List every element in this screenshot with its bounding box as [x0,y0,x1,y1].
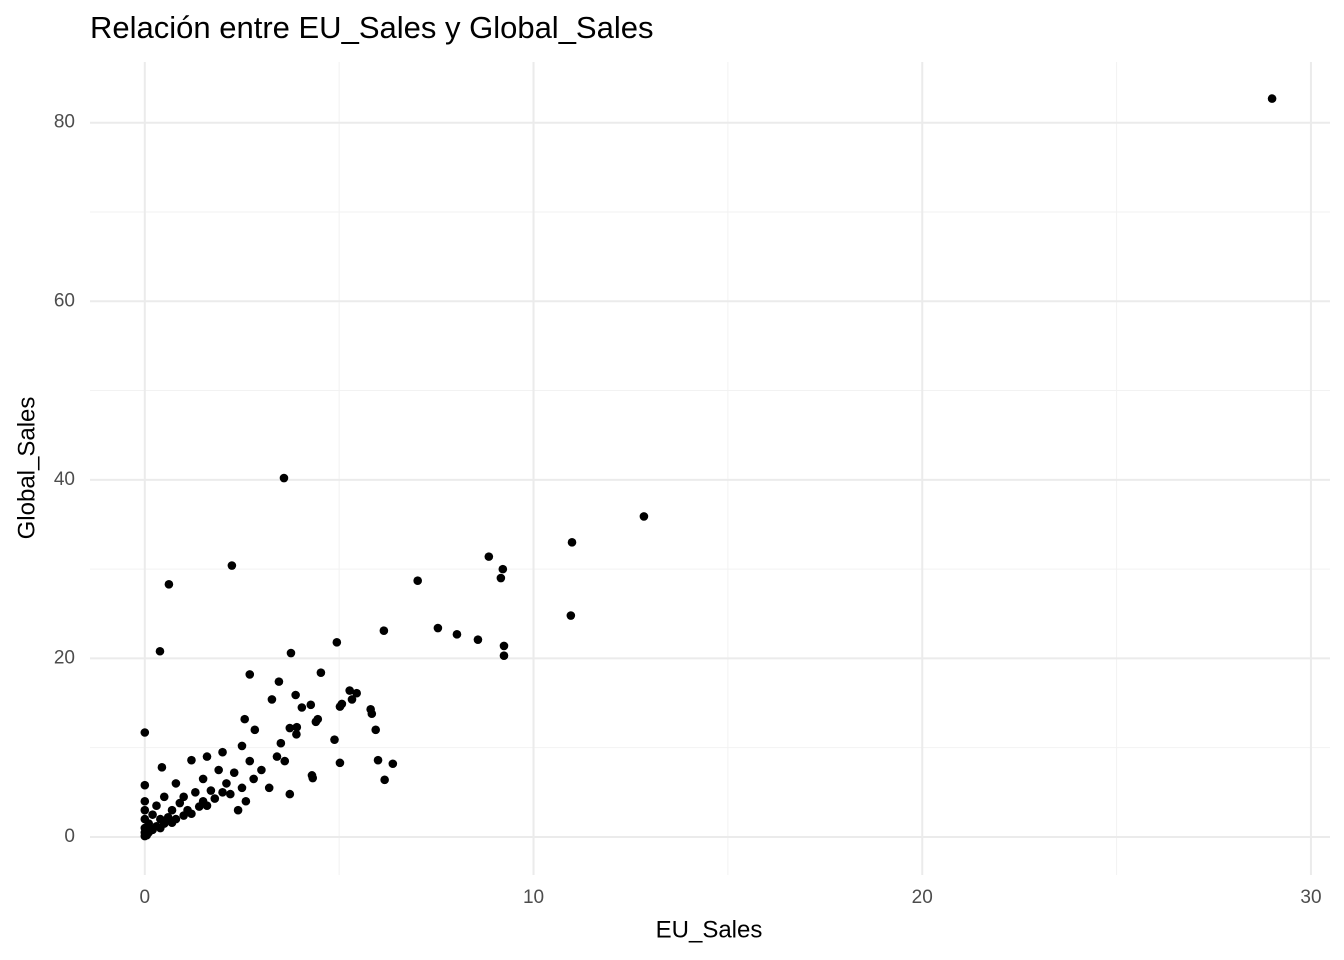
y-tick-label: 0 [64,826,75,847]
point [245,670,255,679]
point [237,783,247,793]
point [249,774,258,784]
point [291,690,300,700]
point [380,775,389,785]
point [285,789,295,799]
point [202,801,212,811]
point [498,564,508,574]
point [639,512,649,521]
point [155,646,165,656]
point [280,756,290,766]
point [148,810,157,819]
x-tick-label: 10 [523,887,544,908]
point [496,573,506,583]
point [276,738,286,748]
point [214,765,223,775]
point [347,695,357,704]
y-axis-label: Global_Sales [13,397,40,540]
point [367,709,377,719]
point [352,688,361,698]
y-tick-label: 20 [54,647,75,668]
point [499,651,509,661]
point [191,788,200,797]
point [171,814,181,824]
point [157,763,167,772]
point [250,725,260,735]
y-tick-label: 80 [54,112,75,133]
x-tick-label: 0 [140,887,151,908]
point [179,792,188,802]
point [308,773,318,783]
point [140,805,150,815]
point [245,756,255,766]
point [388,759,398,769]
point [241,796,251,806]
point [335,702,345,711]
y-tick-label: 60 [54,290,75,311]
x-tick-label: 30 [1300,887,1321,908]
point [159,792,169,802]
point [373,755,383,765]
point [140,728,150,737]
point [433,623,443,633]
point [286,648,296,658]
point [452,629,462,639]
point [335,758,345,768]
point [499,641,509,651]
point [332,638,342,647]
point [175,798,185,808]
point [222,779,231,788]
point [272,752,282,761]
point [264,783,274,793]
point [311,717,321,727]
point [237,741,247,751]
point [306,700,316,710]
point [140,796,150,806]
point [167,805,177,815]
point [187,809,196,819]
point [473,635,483,644]
point [152,801,161,811]
point [1267,94,1277,103]
point [218,788,227,797]
point [218,747,227,757]
point [297,703,307,712]
point [164,579,174,589]
point [292,722,302,732]
point [316,668,326,677]
point [484,552,494,561]
point [159,819,169,828]
point [144,819,153,828]
point [285,723,295,733]
point [140,780,150,790]
point [206,786,216,795]
point [187,755,196,765]
point [413,576,422,586]
point [233,805,243,815]
point [330,735,339,744]
point [371,725,381,735]
y-tick-label: 40 [54,469,75,490]
x-tick-label: 20 [912,887,933,908]
point [345,686,354,695]
point [227,561,237,570]
point [229,768,239,777]
point [210,794,220,803]
point [292,729,301,739]
point [198,774,208,784]
point [279,473,289,483]
chart-title: Relación entre EU_Sales y Global_Sales [90,10,653,45]
point [379,626,389,636]
point [566,611,576,620]
point [267,695,277,704]
x-axis-label: EU_Sales [656,916,763,943]
point [226,789,235,799]
point [274,677,284,686]
point [240,714,250,724]
point [567,538,577,547]
point [257,765,266,775]
point [202,752,212,761]
point [171,779,181,788]
